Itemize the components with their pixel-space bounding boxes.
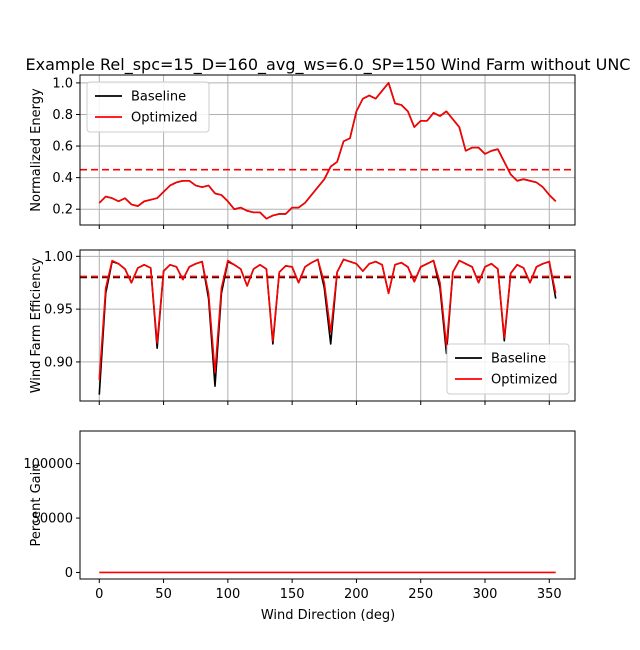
legend-box <box>86 81 210 133</box>
legend-label-baseline: Baseline <box>491 352 546 367</box>
panel-1: 0.2 0.4 0.6 0.8 1.0 Normalized Energy Baseline… <box>29 74 576 229</box>
legend-label-optimized: Optimized <box>131 111 198 126</box>
y-axis-label: Wind Farm Efficiency <box>29 257 44 393</box>
y-tick-label: 0.8 <box>52 108 73 123</box>
y-tick-label: 0.95 <box>44 303 73 318</box>
x-tick-label: 200 <box>344 587 369 602</box>
legend-box <box>446 343 570 395</box>
axes-frame <box>79 249 576 402</box>
y-tick-label: 0.4 <box>52 171 73 186</box>
y-tick-label: 50000 <box>32 512 73 527</box>
x-tick-label: 100 <box>215 587 240 602</box>
axes-frame <box>79 74 576 226</box>
x-tick-label: 150 <box>280 587 305 602</box>
y-tick-label: 100000 <box>23 457 73 472</box>
axes-frame <box>79 430 576 580</box>
x-tick-label: 300 <box>473 587 498 602</box>
series-line-optimized <box>98 82 557 220</box>
y-axis-label: Normalized Energy <box>29 88 44 212</box>
legend: Baseline Optimized <box>86 81 210 133</box>
y-tick-label: 1.00 <box>44 250 73 265</box>
series-line-optimized <box>98 258 557 380</box>
legend-label-baseline: Baseline <box>131 90 186 105</box>
chart-title: Example Rel_spc=15_D=160_avg_ws=6.0_SP=1… <box>26 55 631 75</box>
legend-label-optimized: Optimized <box>491 373 558 388</box>
x-tick-label: 50 <box>155 587 172 602</box>
y-axis-label: Percent Gain <box>29 464 44 547</box>
x-tick-label: 0 <box>95 587 103 602</box>
chart-panels: 0.2 0.4 0.6 0.8 1.0 Normalized Energy Baseline… <box>23 74 576 602</box>
x-tick-label: 350 <box>537 587 562 602</box>
x-axis-label: Wind Direction (deg) <box>261 608 395 623</box>
y-tick-label: 0.90 <box>44 355 73 370</box>
legend: Baseline Optimized <box>446 343 570 395</box>
x-tick-label: 250 <box>408 587 433 602</box>
y-tick-label: 1.0 <box>52 76 73 91</box>
y-tick-label: 0.2 <box>52 203 73 218</box>
y-tick-label: 0 <box>65 566 73 581</box>
y-tick-label: 0.6 <box>52 140 73 155</box>
panel-3: 0 50 100 150 200 250 300 350 0 50000 100000Percent… <box>23 430 576 602</box>
